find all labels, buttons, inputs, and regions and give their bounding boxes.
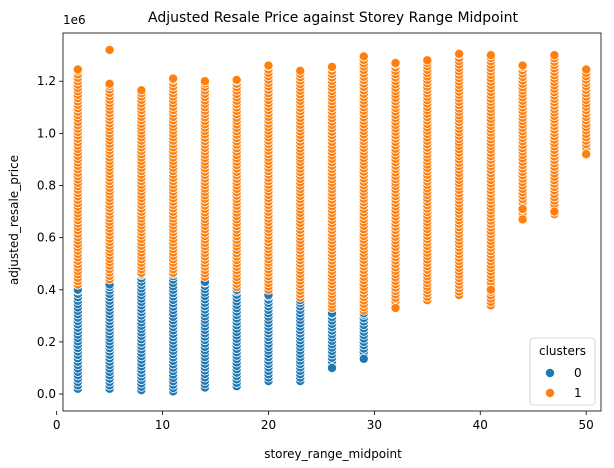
data-point-cluster-1 — [104, 44, 115, 55]
data-point-cluster-1 — [168, 73, 179, 84]
data-point-cluster-1 — [549, 206, 560, 217]
legend-title: clusters — [539, 344, 586, 358]
y-tick-label: 1.2 — [37, 74, 56, 88]
data-point-cluster-0 — [358, 353, 369, 364]
data-point-cluster-1 — [581, 64, 592, 75]
chart-title: Adjusted Resale Price against Storey Ran… — [148, 10, 519, 26]
points-layer — [72, 44, 592, 397]
data-point-cluster-1 — [581, 149, 592, 160]
y-tick-label: 0.0 — [37, 387, 56, 401]
data-point-cluster-1 — [263, 60, 274, 71]
x-tick-label: 50 — [579, 418, 594, 432]
data-point-cluster-1 — [104, 78, 115, 89]
x-tick-label: 30 — [367, 418, 382, 432]
y-tick-label: 0.8 — [37, 179, 56, 193]
data-point-cluster-0 — [326, 362, 337, 373]
y-tick-label: 0.6 — [37, 231, 56, 245]
x-axis-label: storey_range_midpoint — [264, 447, 402, 461]
data-point-cluster-1 — [485, 50, 496, 61]
data-point-cluster-1 — [72, 64, 83, 75]
data-point-cluster-1 — [422, 55, 433, 66]
y-tick-label: 0.4 — [37, 283, 56, 297]
axes-layer: 0 10 20 30 40 500.00.20.40.60.81.01.2 — [37, 32, 602, 432]
y-axis-label: adjusted_resale_price — [7, 155, 21, 285]
x-tick-label: 20 — [261, 418, 276, 432]
data-point-cluster-1 — [390, 57, 401, 68]
legend-marker-1 — [545, 387, 556, 398]
data-point-cluster-1 — [358, 51, 369, 62]
data-point-cluster-1 — [517, 60, 528, 71]
plot-frame — [62, 32, 602, 412]
x-tick-label: 40 — [473, 418, 488, 432]
legend-label-0: 0 — [574, 366, 582, 380]
x-tick-label: 10 — [155, 418, 170, 432]
data-point-cluster-1 — [295, 65, 306, 76]
legend-marker-0 — [545, 367, 556, 378]
legend-label-1: 1 — [574, 386, 582, 400]
data-point-cluster-1 — [390, 303, 401, 314]
legend: clusters 0 1 — [529, 337, 596, 406]
data-point-cluster-1 — [231, 74, 242, 85]
y-offset-label: 1e6 — [63, 13, 86, 27]
data-point-cluster-1 — [136, 85, 147, 96]
data-point-cluster-1 — [549, 50, 560, 61]
data-point-cluster-1 — [517, 203, 528, 214]
data-point-cluster-1 — [517, 214, 528, 225]
legend-box — [529, 337, 596, 406]
data-point-cluster-1 — [454, 48, 465, 59]
data-point-cluster-1 — [199, 76, 210, 87]
data-point-cluster-1 — [326, 61, 337, 72]
y-tick-label: 0.2 — [37, 335, 56, 349]
y-tick-label: 1.0 — [37, 126, 56, 140]
x-tick-label: 0 — [53, 418, 61, 432]
data-point-cluster-1 — [485, 284, 496, 295]
